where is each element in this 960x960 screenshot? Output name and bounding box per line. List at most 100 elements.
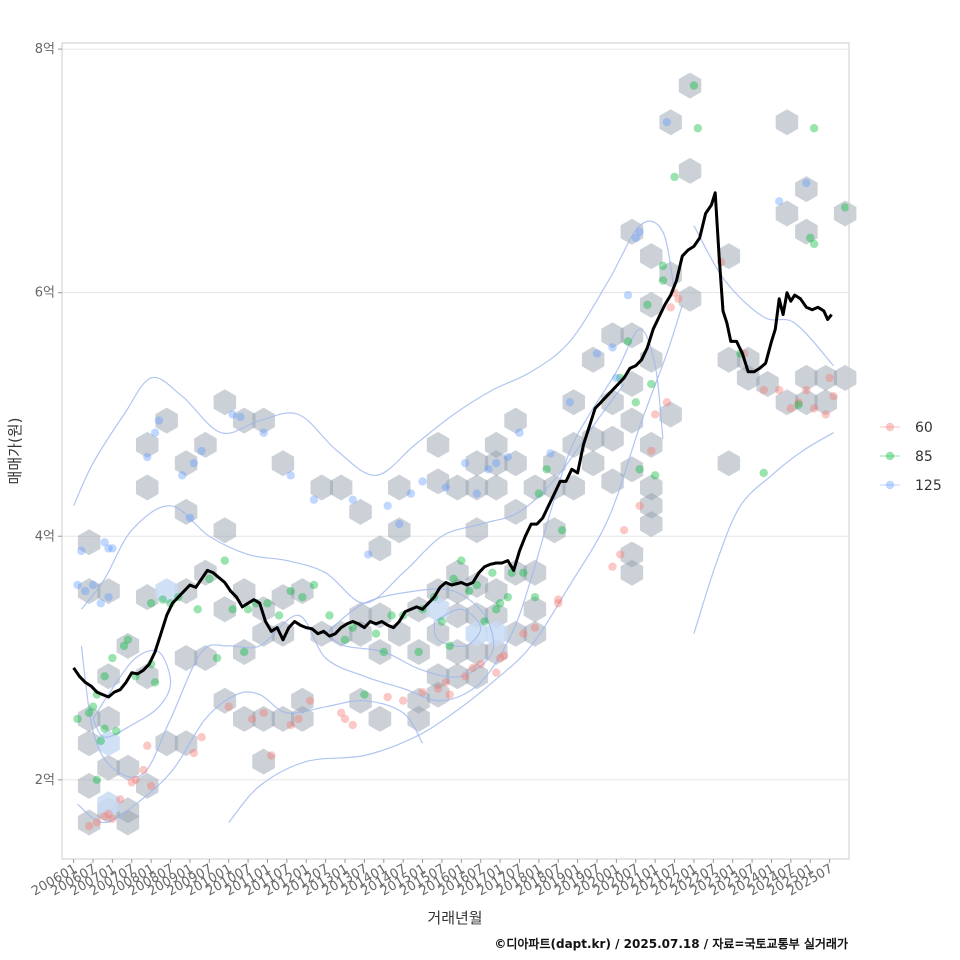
point-60 [666, 303, 675, 312]
point-60 [519, 629, 528, 638]
point-85 [658, 276, 668, 285]
hexbin [484, 602, 508, 629]
hexbin [465, 572, 489, 598]
hexbin [756, 371, 779, 397]
hexbin [504, 450, 527, 477]
point-85 [112, 726, 121, 736]
point-60 [224, 702, 233, 711]
hexbin [446, 663, 469, 690]
point-85 [263, 599, 272, 608]
hexbin [174, 645, 198, 671]
density-contour [80, 383, 625, 610]
point-60 [794, 398, 803, 407]
point-85 [623, 337, 633, 346]
point-85 [348, 623, 357, 632]
point-85 [73, 714, 82, 724]
point-60 [143, 741, 152, 750]
hexbin [136, 772, 159, 799]
point-60 [647, 446, 656, 456]
hexbin [174, 450, 198, 477]
hexbin [775, 200, 799, 227]
point-85 [379, 647, 388, 657]
trend-line [72, 191, 833, 699]
hexbin [426, 620, 450, 647]
hexbin [329, 474, 353, 501]
point-60 [433, 684, 443, 693]
point-60 [267, 751, 276, 760]
point-85 [650, 471, 660, 480]
point-85 [689, 81, 699, 90]
legend-label-85: 85 [915, 449, 933, 465]
hexbin [775, 389, 799, 416]
point-60 [294, 714, 303, 724]
point-125 [108, 544, 117, 553]
point-60 [650, 410, 660, 419]
point-125 [383, 501, 392, 511]
point-60 [398, 696, 408, 705]
hexbin [562, 431, 585, 458]
point-85 [635, 465, 644, 474]
hexbin [97, 754, 120, 781]
hexbin [620, 407, 644, 434]
point-125 [395, 519, 404, 529]
hexbin [77, 705, 101, 732]
hexbin [97, 663, 120, 690]
hexbin [795, 389, 818, 416]
hexbin [523, 596, 547, 623]
density-contour [73, 220, 676, 507]
point-125 [565, 398, 575, 407]
point-85 [464, 586, 474, 596]
hexbin [523, 559, 547, 586]
point-85 [840, 203, 850, 212]
hexbin [329, 620, 353, 647]
point-85 [492, 605, 501, 614]
point-60 [825, 373, 834, 383]
point-125 [802, 178, 811, 188]
point-60 [247, 714, 257, 724]
hexbin [77, 578, 101, 605]
point-60 [759, 385, 768, 395]
hexbin [116, 632, 140, 659]
point-125 [492, 458, 501, 468]
point-125 [100, 538, 109, 547]
point-125 [96, 599, 105, 608]
hexbin [174, 498, 198, 525]
point-85 [414, 647, 423, 657]
point-125 [81, 586, 90, 596]
hexbin [213, 389, 237, 416]
point-125 [441, 483, 451, 492]
point-85 [658, 261, 668, 271]
hexbin [484, 639, 508, 665]
hexbin [620, 371, 644, 397]
y-tick-label: 6억 [35, 286, 55, 301]
point-125 [259, 428, 268, 437]
hexbin [291, 687, 314, 714]
point-60 [786, 404, 796, 413]
hexbin [233, 407, 256, 434]
point-60 [92, 818, 102, 827]
point-60 [108, 814, 117, 824]
point-125 [364, 550, 373, 559]
hexbin [97, 705, 120, 732]
point-60 [259, 708, 268, 718]
point-60 [383, 692, 392, 702]
point-60 [418, 687, 427, 697]
point-125 [309, 495, 319, 504]
hexbin [581, 450, 605, 477]
point-85 [340, 635, 350, 644]
hexbin [233, 639, 256, 665]
point-85 [158, 595, 167, 604]
hexbin-dense [155, 578, 178, 605]
point-85 [643, 300, 652, 310]
point-125 [484, 465, 493, 474]
hexbin [407, 687, 430, 714]
trend-line-layer [72, 191, 833, 699]
hexbin [601, 425, 624, 452]
point-125 [418, 477, 427, 486]
hexbin [562, 389, 585, 416]
point-125 [503, 452, 513, 462]
hexbin [271, 450, 295, 477]
point-60 [554, 595, 563, 604]
point-60 [286, 720, 295, 730]
point-125 [631, 233, 640, 243]
